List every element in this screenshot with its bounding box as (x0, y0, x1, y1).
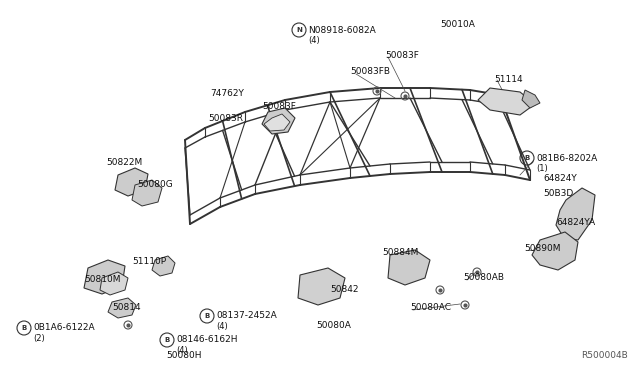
Polygon shape (132, 180, 162, 206)
Polygon shape (264, 114, 290, 131)
Text: R500004B: R500004B (581, 351, 628, 360)
Text: 51114: 51114 (494, 74, 523, 83)
Text: 50083R: 50083R (208, 113, 243, 122)
Text: 50080AB: 50080AB (463, 273, 504, 282)
Text: 50890M: 50890M (524, 244, 561, 253)
Polygon shape (108, 298, 136, 318)
Polygon shape (532, 232, 578, 270)
Text: 50010A: 50010A (440, 19, 475, 29)
Text: 50080H: 50080H (166, 352, 202, 360)
Text: 0B1A6-6122A: 0B1A6-6122A (33, 324, 95, 333)
Text: (1): (1) (536, 164, 548, 173)
Text: 50810M: 50810M (84, 276, 120, 285)
Text: 51110P: 51110P (132, 257, 166, 266)
Text: 50083F: 50083F (385, 51, 419, 60)
Text: (4): (4) (216, 321, 228, 330)
Polygon shape (262, 108, 295, 134)
Text: 50B3D: 50B3D (543, 189, 573, 198)
Text: N08918-6082A: N08918-6082A (308, 26, 376, 35)
Text: 50822M: 50822M (106, 157, 142, 167)
Text: 50080AC: 50080AC (410, 304, 451, 312)
Text: 50842: 50842 (330, 285, 358, 295)
Polygon shape (84, 260, 125, 294)
Text: N: N (296, 27, 302, 33)
Text: 50080G: 50080G (137, 180, 173, 189)
Polygon shape (298, 268, 345, 305)
Text: 08137-2452A: 08137-2452A (216, 311, 276, 321)
Text: 08146-6162H: 08146-6162H (176, 336, 237, 344)
Polygon shape (115, 168, 148, 196)
Polygon shape (556, 188, 595, 240)
Polygon shape (388, 250, 430, 285)
Polygon shape (478, 88, 535, 115)
Text: 50814: 50814 (112, 302, 141, 311)
Text: 50884M: 50884M (382, 247, 419, 257)
Polygon shape (522, 90, 540, 108)
Polygon shape (100, 272, 128, 295)
Text: 50083F: 50083F (262, 102, 296, 110)
Text: (2): (2) (33, 334, 45, 343)
Text: 50083FB: 50083FB (350, 67, 390, 76)
Text: 64824Y: 64824Y (543, 173, 577, 183)
Text: B: B (164, 337, 170, 343)
Text: (4): (4) (308, 35, 320, 45)
Polygon shape (152, 256, 175, 276)
Text: B: B (524, 155, 530, 161)
Text: 081B6-8202A: 081B6-8202A (536, 154, 597, 163)
Text: 50080A: 50080A (316, 321, 351, 330)
Text: (4): (4) (176, 346, 188, 355)
Text: B: B (204, 313, 210, 319)
Text: 64824YA: 64824YA (556, 218, 595, 227)
Text: B: B (21, 325, 27, 331)
Text: 74762Y: 74762Y (210, 89, 244, 97)
